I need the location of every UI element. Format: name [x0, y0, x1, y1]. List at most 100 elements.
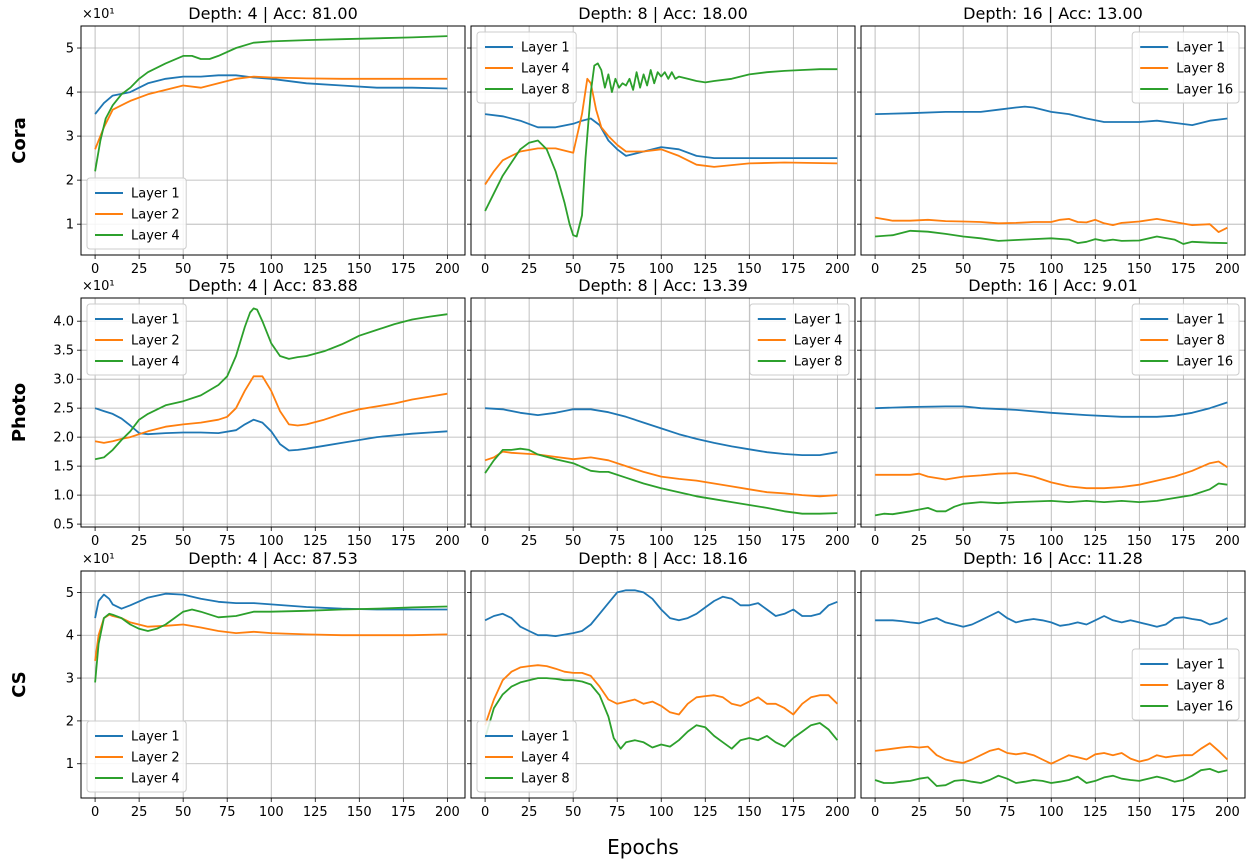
legend: Layer 1 Layer 2 Layer 4	[86, 720, 187, 793]
legend-label: Layer 16	[1176, 355, 1233, 370]
panel-frame	[80, 297, 466, 528]
series-line-layer-1	[875, 105, 1228, 126]
x-tick-label: 25	[131, 534, 148, 549]
x-tick-label: 75	[999, 805, 1016, 820]
panel-frame	[470, 570, 856, 799]
x-tick-label: 125	[303, 262, 328, 277]
panel-title: Depth: 8 | Acc: 18.00	[578, 4, 748, 23]
series-line-layer-8	[874, 742, 1229, 765]
y-tick-label: 3	[66, 130, 74, 145]
legend-label: Layer 1	[131, 187, 180, 202]
series-line-layer-1	[875, 610, 1228, 628]
x-tick-label: 75	[999, 534, 1016, 549]
legend-label: Layer 8	[521, 772, 570, 787]
series-line-layer-1	[875, 401, 1228, 418]
series-line-layer-16	[874, 482, 1228, 517]
x-tick-label: 200	[435, 262, 460, 277]
x-tick-label: 75	[219, 262, 236, 277]
x-tick-label: 75	[219, 534, 236, 549]
legend-label: Layer 4	[521, 751, 570, 766]
series-line-layer-2	[94, 375, 448, 444]
panel-2: 0 25 50 75 100 125 150 175 200 Depth: 8 | Acc: 18…	[467, 4, 856, 277]
legend-box	[476, 720, 577, 793]
x-tick-label: 75	[609, 534, 626, 549]
x-tick-label: 50	[175, 262, 192, 277]
x-tick-label: 200	[435, 805, 460, 820]
series-line-layer-4	[94, 307, 448, 461]
legend-box	[86, 177, 187, 250]
panel-title: Depth: 8 | Acc: 13.39	[578, 276, 748, 295]
legend: Layer 1 Layer 2 Layer 4	[86, 303, 187, 376]
y-tick-label: 2.5	[53, 402, 74, 417]
series-line-layer-2	[94, 75, 448, 150]
x-tick-label: 50	[565, 262, 582, 277]
panel-frame	[80, 25, 466, 256]
x-tick-label: 25	[911, 534, 928, 549]
x-tick-label: 0	[91, 805, 99, 820]
panel-title: Depth: 4 | Acc: 83.88	[188, 276, 358, 295]
x-tick-label: 50	[175, 805, 192, 820]
legend-label: Layer 1	[794, 313, 843, 328]
x-tick-label: 125	[1083, 534, 1108, 549]
legend: Layer 1 Layer 2 Layer 4	[86, 177, 187, 250]
row-label-cora: Cora	[9, 117, 30, 164]
series-line-layer-8	[484, 677, 839, 750]
legend-label: Layer 16	[1176, 700, 1233, 715]
legend-box	[86, 303, 187, 376]
series-line-layer-4	[94, 605, 448, 683]
panel-frame	[860, 570, 1246, 799]
panel-3: 0 25 50 75 100 125 150 175 200 Depth: 16 | Acc: 1…	[857, 4, 1246, 277]
series-line-layer-8	[484, 62, 838, 238]
x-tick-label: 175	[1171, 805, 1196, 820]
legend-label: Layer 1	[521, 730, 570, 745]
legend-label: Layer 4	[521, 62, 570, 77]
x-tick-label: 125	[693, 534, 718, 549]
x-tick-label: 25	[521, 805, 538, 820]
x-tick-label: 175	[1171, 534, 1196, 549]
legend-label: Layer 1	[1176, 313, 1225, 328]
x-tick-label: 125	[693, 262, 718, 277]
x-axis-label: Epochs	[607, 835, 679, 859]
legend-label: Layer 8	[1176, 679, 1225, 694]
panel-frame	[470, 25, 856, 256]
x-tick-label: 75	[609, 262, 626, 277]
panel-8: 0 25 50 75 100 125 150 175 200 Depth: 8 | Acc: 18…	[467, 549, 856, 820]
panel-frame	[860, 25, 1246, 256]
legend-label: Layer 2	[131, 334, 180, 349]
x-tick-label: 175	[781, 262, 806, 277]
panel-title: Depth: 4 | Acc: 81.00	[188, 4, 358, 23]
legend: Layer 1 Layer 8 Layer 16	[1131, 648, 1240, 721]
x-tick-label: 100	[259, 534, 284, 549]
series-line-layer-1	[94, 592, 448, 619]
panel-frame	[470, 297, 856, 528]
y-tick-label: 4	[66, 86, 74, 101]
legend-label: Layer 8	[794, 355, 843, 370]
y-tick-label: 4.0	[53, 315, 74, 330]
x-tick-label: 0	[91, 262, 99, 277]
axis-multiplier-row-3: ×10¹	[82, 552, 115, 567]
x-tick-label: 100	[1039, 262, 1064, 277]
series-line-layer-1	[484, 589, 838, 637]
x-tick-label: 150	[1127, 534, 1152, 549]
y-tick-label: 5	[66, 42, 74, 57]
x-tick-label: 0	[481, 534, 489, 549]
x-tick-label: 125	[1083, 805, 1108, 820]
series-line-layer-1	[485, 407, 838, 456]
legend-label: Layer 2	[131, 751, 180, 766]
legend-box	[86, 720, 187, 793]
legend-label: Layer 1	[131, 730, 180, 745]
series-line-layer-2	[94, 613, 448, 662]
x-tick-label: 50	[565, 805, 582, 820]
x-tick-label: 150	[1127, 805, 1152, 820]
legend-label: Layer 1	[521, 41, 570, 56]
legend-box	[749, 303, 850, 376]
x-tick-label: 100	[259, 262, 284, 277]
x-tick-label: 0	[871, 805, 879, 820]
axis-multiplier-row-1: ×10¹	[82, 7, 115, 22]
x-tick-label: 100	[649, 805, 674, 820]
legend-label: Layer 8	[1176, 62, 1225, 77]
x-tick-label: 75	[219, 805, 236, 820]
panel-5: 0 25 50 75 100 125 150 175 200 Depth: 8 | Acc: 13…	[467, 276, 856, 549]
y-tick-label: 2	[66, 174, 74, 189]
